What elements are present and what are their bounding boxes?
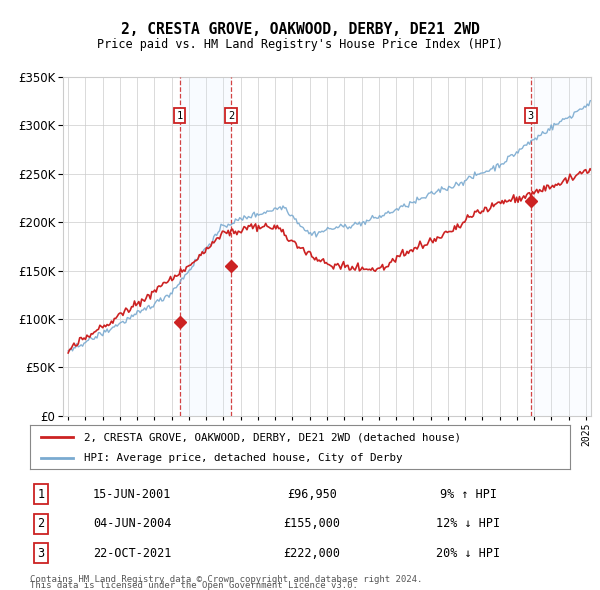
Text: HPI: Average price, detached house, City of Derby: HPI: Average price, detached house, City… <box>84 453 403 463</box>
Text: 2: 2 <box>37 517 44 530</box>
Text: 12% ↓ HPI: 12% ↓ HPI <box>436 517 500 530</box>
Text: 3: 3 <box>37 546 44 560</box>
Text: 15-JUN-2001: 15-JUN-2001 <box>93 487 171 501</box>
Text: 20% ↓ HPI: 20% ↓ HPI <box>436 546 500 560</box>
Text: This data is licensed under the Open Government Licence v3.0.: This data is licensed under the Open Gov… <box>30 581 358 590</box>
Text: 3: 3 <box>527 111 534 121</box>
Text: 2, CRESTA GROVE, OAKWOOD, DERBY, DE21 2WD (detached house): 2, CRESTA GROVE, OAKWOOD, DERBY, DE21 2W… <box>84 432 461 442</box>
Bar <box>531 77 591 416</box>
Text: 1: 1 <box>176 111 183 121</box>
Text: 04-JUN-2004: 04-JUN-2004 <box>93 517 171 530</box>
Text: £222,000: £222,000 <box>284 546 341 560</box>
Text: 9% ↑ HPI: 9% ↑ HPI <box>439 487 497 501</box>
Text: Price paid vs. HM Land Registry's House Price Index (HPI): Price paid vs. HM Land Registry's House … <box>97 38 503 51</box>
Text: £96,950: £96,950 <box>287 487 337 501</box>
Text: 2, CRESTA GROVE, OAKWOOD, DERBY, DE21 2WD: 2, CRESTA GROVE, OAKWOOD, DERBY, DE21 2W… <box>121 22 479 37</box>
Text: 2: 2 <box>228 111 234 121</box>
Text: £155,000: £155,000 <box>284 517 341 530</box>
Text: 1: 1 <box>37 487 44 501</box>
Text: 22-OCT-2021: 22-OCT-2021 <box>93 546 171 560</box>
Text: Contains HM Land Registry data © Crown copyright and database right 2024.: Contains HM Land Registry data © Crown c… <box>30 575 422 584</box>
Bar <box>179 77 231 416</box>
